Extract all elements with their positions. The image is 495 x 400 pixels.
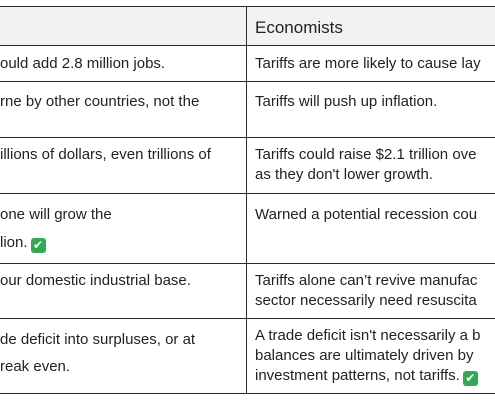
table-cell-left: one will grow the lion. ✔ — [0, 193, 247, 264]
cell-text-line: as they don't lower growth. — [255, 166, 433, 183]
cell-text-line: our domestic industrial base. — [0, 272, 191, 289]
cell-text-line-with-check: investment patterns, not tariffs. ✔ — [255, 366, 491, 386]
cell-text: lion. — [0, 234, 28, 251]
header-cell-left — [0, 6, 247, 46]
cell-text-line: ould add 2.8 million jobs. — [0, 55, 166, 72]
header-cell-economists: Economists — [246, 6, 495, 46]
cell-text-line: illions of dollars, even trillions of — [0, 146, 211, 163]
table-cell-left: de deficit into surpluses, or at reak ev… — [0, 318, 247, 394]
cell-text-line-with-check: lion. ✔ — [0, 229, 239, 257]
cell-text-line: Tariffs are more likely to cause lay — [255, 55, 481, 72]
cell-text-line: A trade deficit isn't necessarily a b — [255, 327, 481, 344]
cell-text-line: sector necessarily need resuscita — [255, 292, 477, 309]
comparison-table: Economists ould add 2.8 million jobs. Ta… — [0, 6, 495, 394]
check-mark-icon: ✔ — [30, 238, 46, 253]
table-cell-left: rne by other countries, not the — [0, 81, 247, 138]
table-cell-left: ould add 2.8 million jobs. — [0, 45, 247, 82]
table-row: our domestic industrial base. Tariffs al… — [0, 263, 495, 319]
table-cell-right: Tariffs could raise $2.1 trillion ove as… — [246, 137, 495, 194]
cell-text-line: Tariffs will push up inflation. — [255, 93, 438, 110]
cell-text-line: Tariffs could raise $2.1 trillion ove — [255, 146, 477, 163]
cell-text-line: reak even. — [0, 358, 71, 375]
table-header-row: Economists — [0, 6, 495, 46]
table-cell-right: A trade deficit isn't necessarily a b ba… — [246, 318, 495, 394]
table-cell-right: Tariffs will push up inflation. — [246, 81, 495, 138]
cell-text-line: Tariffs alone can’t revive manufac — [255, 272, 478, 289]
table-cell-left: illions of dollars, even trillions of — [0, 137, 247, 194]
table-cell-left: our domestic industrial base. — [0, 263, 247, 319]
cell-text: investment patterns, not tariffs. — [255, 367, 460, 384]
cell-text-line: de deficit into surpluses, or at — [0, 331, 196, 348]
cell-text-line: Warned a potential recession cou — [255, 206, 478, 223]
cell-text-line: rne by other countries, not the — [0, 93, 200, 110]
table-row: one will grow the lion. ✔ Warned a potent… — [0, 193, 495, 264]
table-cell-right: Warned a potential recession cou — [246, 193, 495, 264]
table-row: de deficit into surpluses, or at reak ev… — [0, 318, 495, 394]
cell-text-line: one will grow the — [0, 206, 112, 223]
table-cell-right: Tariffs are more likely to cause lay — [246, 45, 495, 82]
cell-text-line: balances are ultimately driven by — [255, 347, 474, 364]
table-row: ould add 2.8 million jobs. Tariffs are m… — [0, 45, 495, 82]
table-row: rne by other countries, not the Tariffs … — [0, 81, 495, 138]
table-row: illions of dollars, even trillions of Ta… — [0, 137, 495, 194]
check-mark-icon: ✔ — [462, 371, 478, 386]
table-cell-right: Tariffs alone can’t revive manufac secto… — [246, 263, 495, 319]
